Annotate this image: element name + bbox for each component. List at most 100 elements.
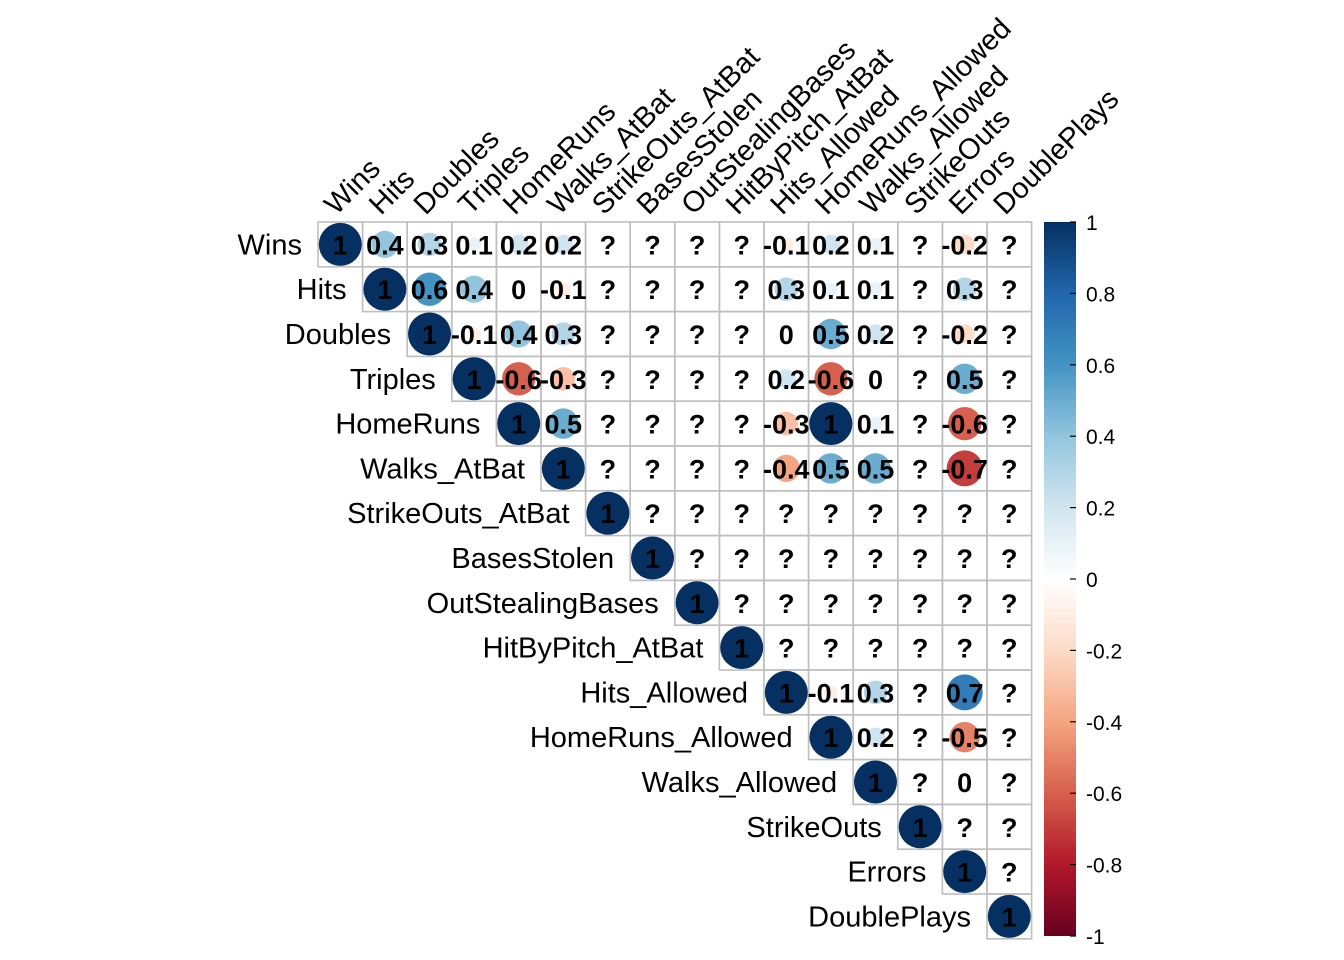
correlation-circle	[946, 674, 983, 711]
correlation-value-label: 1	[868, 768, 883, 798]
correlation-value-label: 0.1	[857, 410, 895, 440]
correlation-value-label: 0.1	[455, 230, 493, 260]
correlation-value-label: 0.2	[812, 230, 850, 260]
missing-value-label: ?	[1001, 589, 1018, 619]
correlation-value-label: 0	[957, 768, 972, 798]
missing-value-label: ?	[956, 589, 973, 619]
correlation-circle	[865, 727, 886, 747]
missing-value-label: ?	[644, 410, 661, 440]
correlation-circle	[586, 491, 630, 535]
row-label: BasesStolen	[451, 543, 614, 575]
correlation-value-label: 1	[422, 320, 437, 350]
correlation-value-label: 0.7	[946, 678, 984, 708]
correlation-circle	[821, 234, 841, 255]
missing-value-label: ?	[689, 410, 706, 440]
missing-value-label: ?	[600, 454, 617, 484]
correlation-value-label: 1	[556, 454, 571, 484]
missing-value-label: ?	[912, 768, 929, 798]
missing-value-label: ?	[1001, 634, 1018, 664]
colorbar-tick-label: -1	[1086, 926, 1105, 949]
correlation-circle	[774, 411, 799, 436]
correlation-value-label: 1	[467, 365, 482, 395]
missing-value-label: ?	[1001, 723, 1018, 753]
correlation-value-label: 0.1	[857, 230, 895, 260]
missing-value-label: ?	[600, 320, 617, 350]
correlation-circle	[776, 369, 796, 389]
correlation-value-label: 1	[913, 813, 928, 843]
correlation-value-label: 0.2	[768, 365, 806, 395]
missing-value-label: ?	[1001, 678, 1018, 708]
missing-value-label: ?	[778, 544, 795, 574]
correlation-circle	[541, 446, 585, 490]
missing-value-label: ?	[689, 320, 706, 350]
missing-value-label: ?	[733, 365, 750, 395]
row-label: DoublePlays	[808, 901, 971, 933]
correlation-circle	[408, 312, 451, 356]
correlation-circle	[412, 272, 447, 306]
correlation-value-label: -0.6	[808, 365, 855, 395]
missing-value-label: ?	[733, 589, 750, 619]
colorbar: 1 0.8 0.6 0.4 0.2 0 -0.2 -0.4 -0.6 -0.8 -1	[1044, 212, 1123, 949]
correlation-value-label: -0.3	[540, 365, 587, 395]
correlation-value-label: 0.5	[812, 454, 850, 484]
colorbar-tick-label: 0	[1086, 569, 1098, 592]
missing-value-label: ?	[867, 589, 884, 619]
correlation-value-label: 1	[377, 275, 392, 305]
missing-value-label: ?	[733, 320, 750, 350]
missing-value-label: ?	[600, 365, 617, 395]
row-label: HitByPitch_AtBat	[483, 633, 704, 665]
correlation-circle	[943, 850, 987, 894]
missing-value-label: ?	[912, 678, 929, 708]
correlation-value-label: 1	[823, 723, 838, 753]
correlation-circle	[868, 282, 883, 296]
correlation-circle	[720, 626, 764, 670]
missing-value-label: ?	[912, 365, 929, 395]
missing-value-label: ?	[1001, 544, 1018, 574]
correlation-value-label: 1	[734, 634, 749, 664]
missing-value-label: ?	[867, 544, 884, 574]
missing-value-label: ?	[644, 320, 661, 350]
missing-value-label: ?	[733, 275, 750, 305]
correlation-value-label: 0.3	[768, 275, 806, 305]
missing-value-label: ?	[912, 275, 929, 305]
correlation-value-label: -0.5	[941, 723, 988, 753]
correlation-value-label: -0.2	[941, 230, 988, 260]
correlation-circle	[505, 320, 533, 348]
correlation-value-label: -0.1	[808, 678, 855, 708]
correlation-circle	[952, 277, 977, 301]
correlation-circle	[987, 894, 1031, 938]
correlation-value-label: 0.4	[455, 275, 493, 305]
correlation-value-label: 0.5	[812, 320, 850, 350]
missing-value-label: ?	[733, 544, 750, 574]
missing-value-label: ?	[1001, 320, 1018, 350]
correlation-value-label: -0.2	[941, 320, 988, 350]
grid	[317, 221, 1033, 940]
missing-value-label: ?	[644, 499, 661, 529]
correlation-circle	[551, 322, 576, 346]
correlation-value-label: 1	[1002, 902, 1017, 932]
missing-value-label: ?	[912, 454, 929, 484]
missing-value-label: ?	[1001, 858, 1018, 888]
row-label: Wins	[238, 229, 302, 261]
missing-value-label: ?	[689, 365, 706, 395]
correlation-value-label: 0.5	[946, 365, 984, 395]
correlation-circle	[824, 685, 838, 700]
row-label: Triples	[350, 364, 436, 396]
missing-value-label: ?	[956, 544, 973, 574]
row-label: Walks_Allowed	[642, 767, 838, 799]
correlation-circle	[868, 416, 883, 431]
row-label: OutStealingBases	[427, 588, 659, 620]
correlation-value-label: 1	[511, 410, 526, 440]
missing-value-label: ?	[644, 230, 661, 260]
correlation-value-label: 1	[645, 544, 660, 574]
correlation-circle	[371, 230, 399, 258]
correlation-circle	[824, 282, 838, 296]
colorbar-tick-label: 0.4	[1086, 426, 1116, 449]
missing-value-label: ?	[823, 589, 840, 619]
correlation-value-label: 0	[511, 275, 526, 305]
correlation-circle	[948, 406, 982, 441]
correlation-value-label: 0.2	[857, 320, 895, 350]
missing-value-label: ?	[912, 499, 929, 529]
row-label: Walks_AtBat	[360, 453, 525, 485]
correlation-value-label: -0.1	[540, 275, 587, 305]
